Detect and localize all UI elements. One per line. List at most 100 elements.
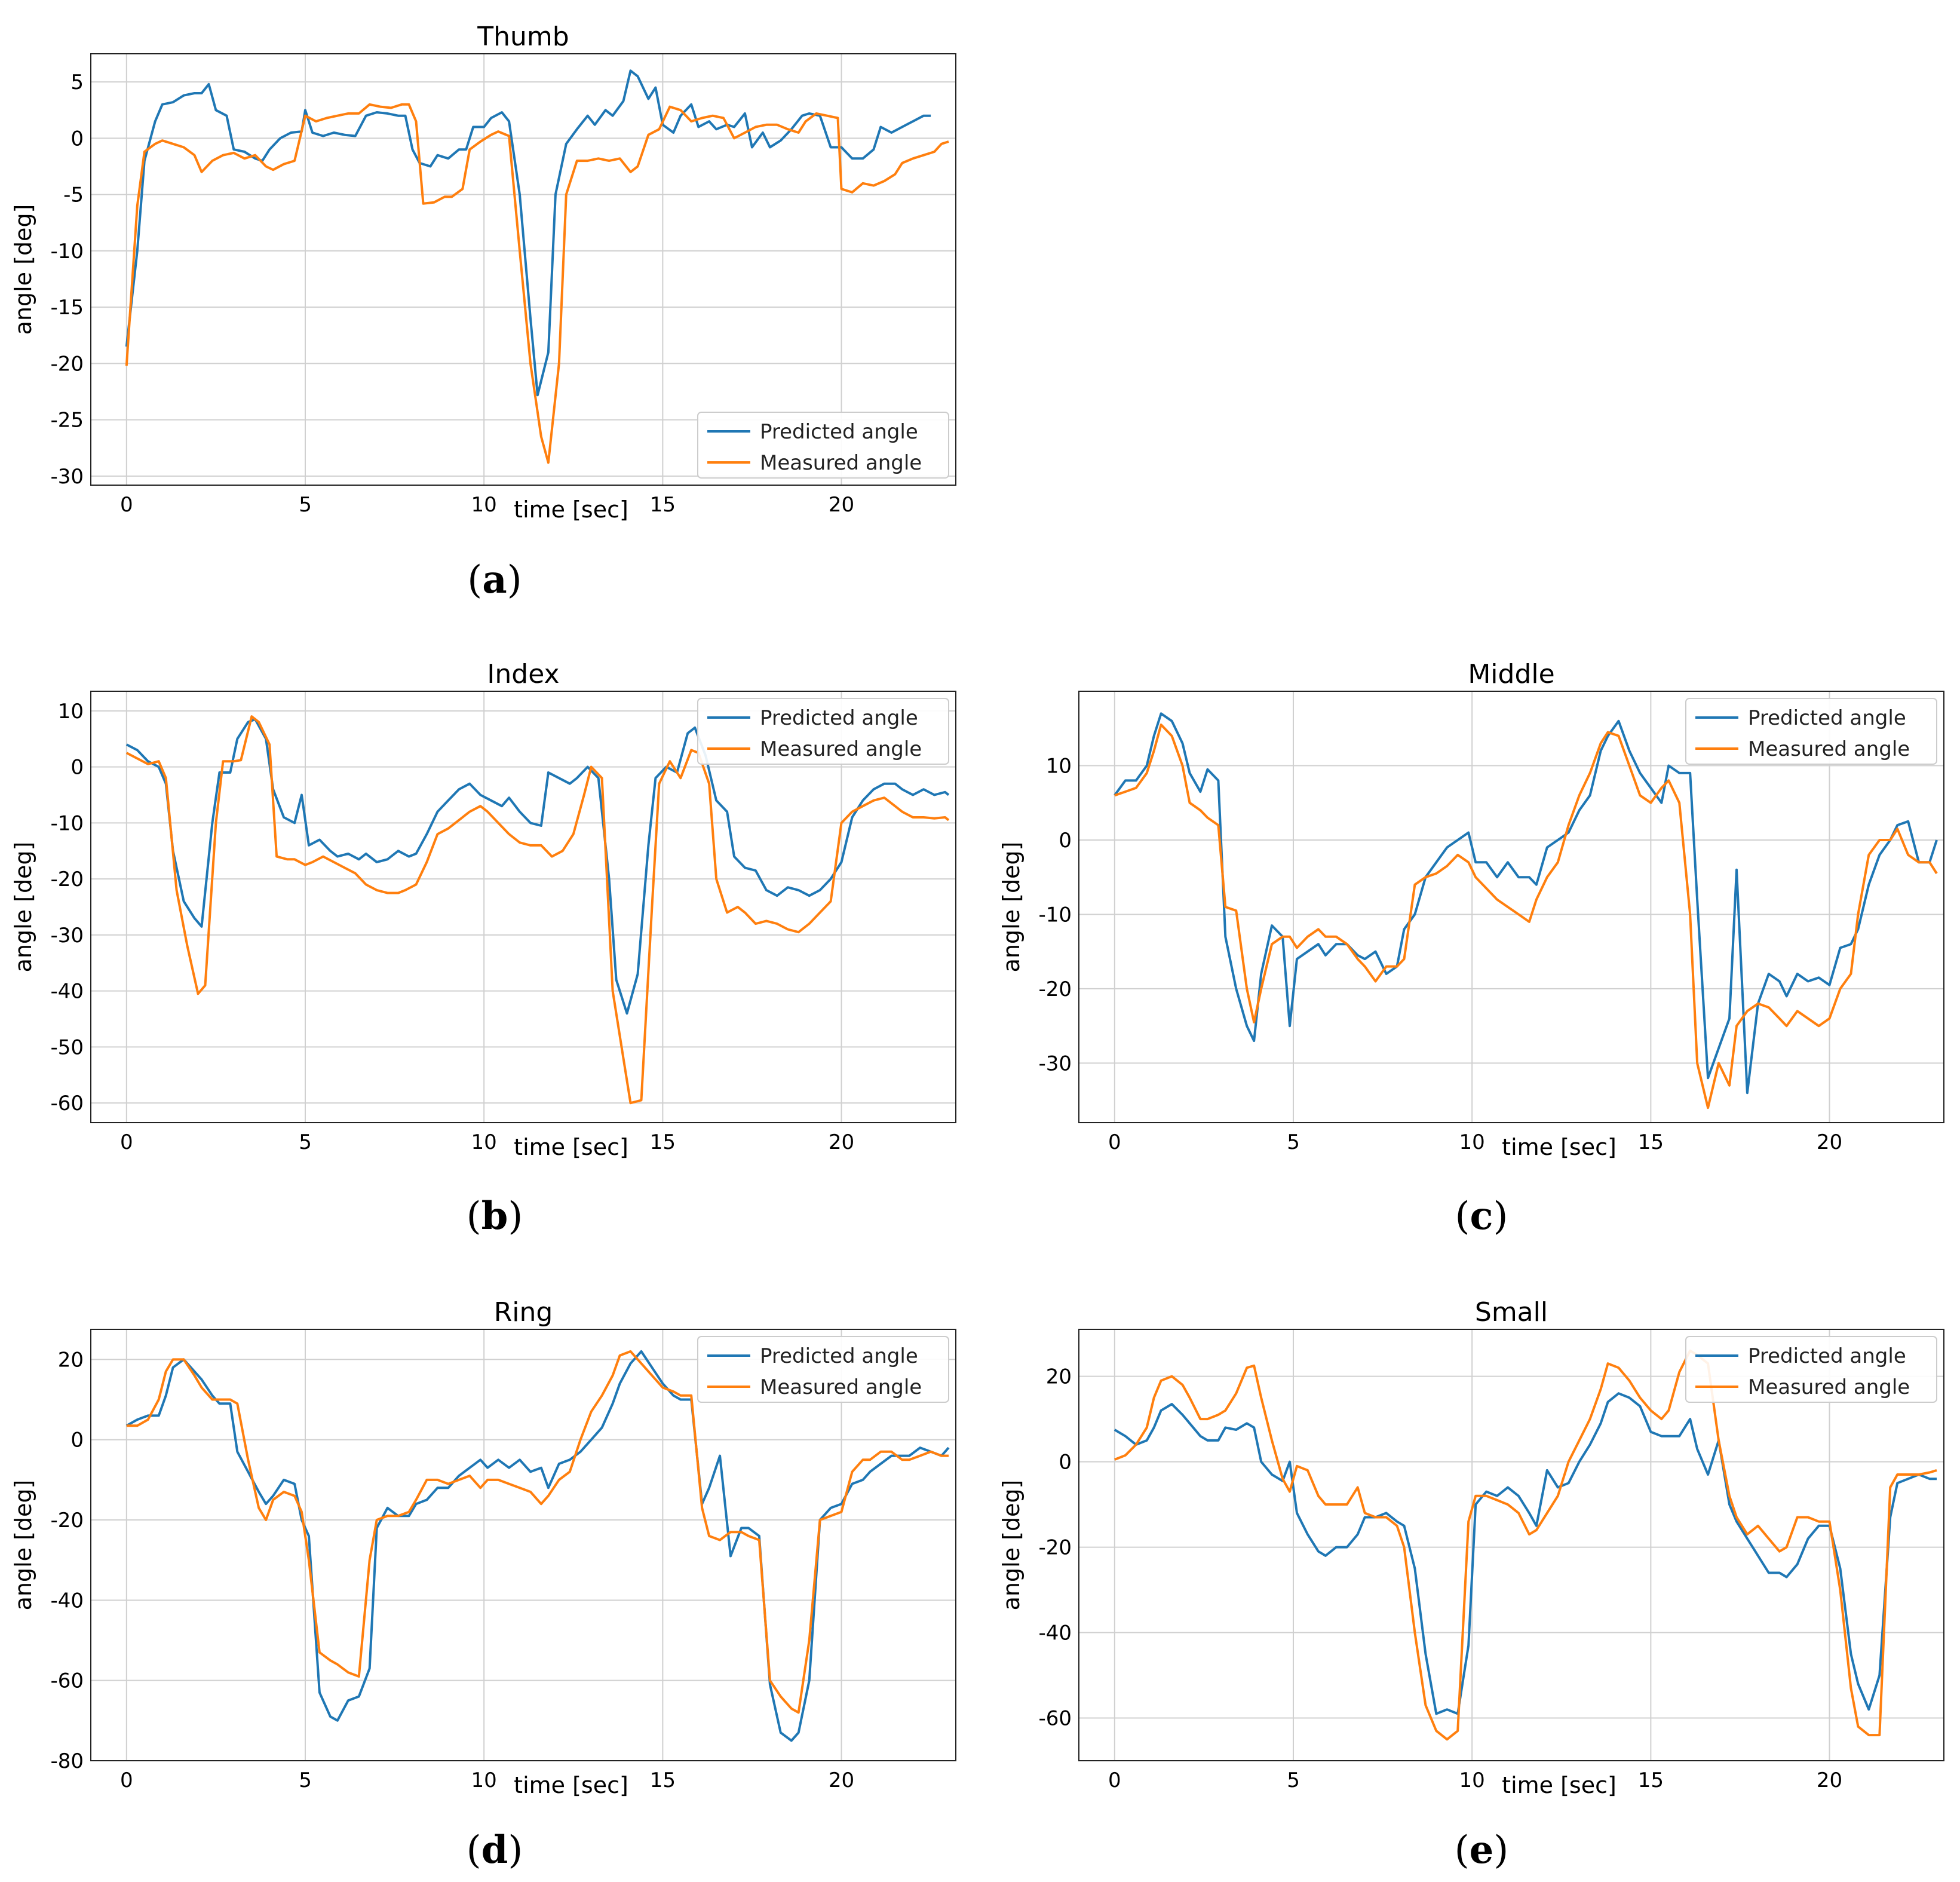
x-tick-label: 5	[299, 1130, 312, 1154]
x-axis-label: time [sec]	[1502, 1134, 1617, 1160]
x-axis-label: time [sec]	[514, 1134, 628, 1160]
legend-label: Predicted angle	[760, 706, 918, 730]
x-tick-label: 10	[1459, 1130, 1485, 1154]
y-tick-label: -30	[50, 465, 84, 489]
panel-caption: (a)	[467, 557, 522, 602]
chart-title: Small	[1475, 1297, 1548, 1328]
chart-title: Index	[487, 659, 559, 689]
legend-label: Predicted angle	[1748, 706, 1906, 730]
legend-label: Predicted angle	[760, 1344, 918, 1368]
plot-frame	[90, 53, 956, 486]
series-line-measured	[1114, 1349, 1937, 1741]
legend: Predicted angle Measured angle	[697, 412, 949, 479]
legend-label: Predicted angle	[760, 420, 918, 444]
x-tick-label: 20	[1817, 1768, 1842, 1792]
y-tick-label: -40	[1038, 1622, 1072, 1645]
chart-title: Middle	[1468, 659, 1554, 689]
y-tick-label: -40	[50, 980, 84, 1004]
panel-caption: (c)	[1455, 1194, 1508, 1239]
series-line-measured	[1114, 724, 1938, 1109]
y-tick-label: -40	[50, 1589, 84, 1613]
y-tick-label: 0	[70, 127, 84, 151]
x-tick-label: 15	[650, 1130, 676, 1154]
chart-title: Ring	[494, 1297, 553, 1328]
y-tick-label: -20	[1038, 977, 1072, 1001]
y-tick-label: 20	[58, 1348, 84, 1372]
x-tick-label: 20	[1817, 1130, 1842, 1154]
chart-small: 0 5 10 15 20 20 0 -20 -40 -60 Small time [sec] angle…	[998, 1297, 1944, 1872]
panel-caption: (e)	[1455, 1828, 1509, 1872]
panel-caption-letter: d	[481, 1828, 508, 1872]
legend: Predicted angle Measured angle	[1685, 698, 1937, 765]
x-axis-label: time [sec]	[514, 496, 628, 523]
y-tick-label: 10	[58, 700, 84, 724]
x-tick-label: 0	[120, 1130, 133, 1154]
panel-caption: (d)	[467, 1828, 523, 1872]
y-tick-label: -30	[50, 924, 84, 948]
panel-caption-letter: b	[481, 1194, 508, 1239]
legend-label: Measured angle	[760, 1375, 922, 1399]
y-tick-label: -20	[50, 868, 84, 891]
legend-label: Predicted angle	[1748, 1344, 1906, 1368]
legend-box	[697, 1336, 949, 1403]
legend-box	[697, 412, 949, 479]
y-tick-label: 0	[70, 756, 84, 780]
panel-caption-letter: c	[1470, 1194, 1493, 1239]
y-tick-label: -60	[50, 1669, 84, 1693]
x-axis-label: time [sec]	[1502, 1772, 1617, 1798]
plot-frame	[1078, 1329, 1944, 1761]
y-tick-label: 5	[70, 71, 84, 94]
y-tick-label: 0	[1059, 1451, 1072, 1475]
x-tick-label: 0	[120, 1768, 133, 1792]
series-line-measured	[125, 715, 950, 1105]
y-axis-label: angle [deg]	[998, 1480, 1025, 1611]
y-tick-label: -80	[50, 1749, 84, 1773]
legend-label: Measured angle	[760, 451, 922, 475]
series-line-predicted	[1114, 1392, 1937, 1715]
y-tick-label: -15	[50, 296, 84, 320]
legend: Predicted angle Measured angle	[697, 1336, 949, 1403]
legend-box	[1685, 698, 1937, 765]
x-tick-label: 15	[1638, 1130, 1664, 1154]
y-axis-label: angle [deg]	[10, 1480, 36, 1611]
y-tick-label: 0	[1059, 829, 1072, 853]
series-line-predicted	[1114, 712, 1938, 1095]
x-tick-label: 0	[1108, 1768, 1121, 1792]
y-tick-label: 20	[1046, 1365, 1072, 1389]
x-tick-label: 5	[299, 493, 312, 517]
y-tick-label: -20	[50, 1509, 84, 1532]
y-tick-label: -25	[50, 409, 84, 433]
chart-panels: 0 5 10 15 20 5 0 -5 -10 -15 -20 -25 -30 Thumb time [se…	[10, 22, 1944, 1872]
x-tick-label: 10	[471, 493, 497, 517]
chart-index: 0 5 10 15 20 10 0 -10 -20 -30 -40 -50 -60 Index time […	[10, 659, 956, 1239]
y-tick-label: -10	[1038, 903, 1072, 927]
legend: Predicted angle Measured angle	[1685, 1336, 1937, 1403]
plot-frame	[1078, 691, 1944, 1123]
y-tick-label: 0	[70, 1429, 84, 1452]
y-tick-label: 10	[1046, 754, 1072, 778]
x-tick-label: 0	[120, 493, 133, 517]
x-tick-label: 15	[650, 1768, 676, 1792]
y-tick-label: -50	[50, 1035, 84, 1059]
x-tick-label: 15	[1638, 1768, 1664, 1792]
x-tick-label: 20	[829, 1768, 854, 1792]
y-tick-label: -60	[50, 1092, 84, 1115]
x-tick-label: 10	[471, 1768, 497, 1792]
series-line-measured	[125, 103, 949, 464]
x-tick-label: 5	[299, 1768, 312, 1792]
y-axis-label: angle [deg]	[998, 842, 1025, 973]
x-tick-label: 0	[1108, 1130, 1121, 1154]
chart-ring: 0 5 10 15 20 20 0 -20 -40 -60 -80 Ring time [sec] ang…	[10, 1297, 956, 1872]
y-axis-label: angle [deg]	[10, 842, 36, 973]
x-tick-label: 10	[1459, 1768, 1485, 1792]
x-tick-label: 5	[1287, 1130, 1300, 1154]
x-axis-label: time [sec]	[514, 1772, 628, 1798]
legend: Predicted angle Measured angle	[697, 698, 949, 765]
y-tick-label: -20	[1038, 1536, 1072, 1560]
x-tick-label: 20	[829, 493, 854, 517]
x-tick-label: 10	[471, 1130, 497, 1154]
y-tick-label: -20	[50, 352, 84, 376]
plot-frame	[90, 1329, 956, 1761]
panel-caption-letter: e	[1470, 1828, 1494, 1872]
